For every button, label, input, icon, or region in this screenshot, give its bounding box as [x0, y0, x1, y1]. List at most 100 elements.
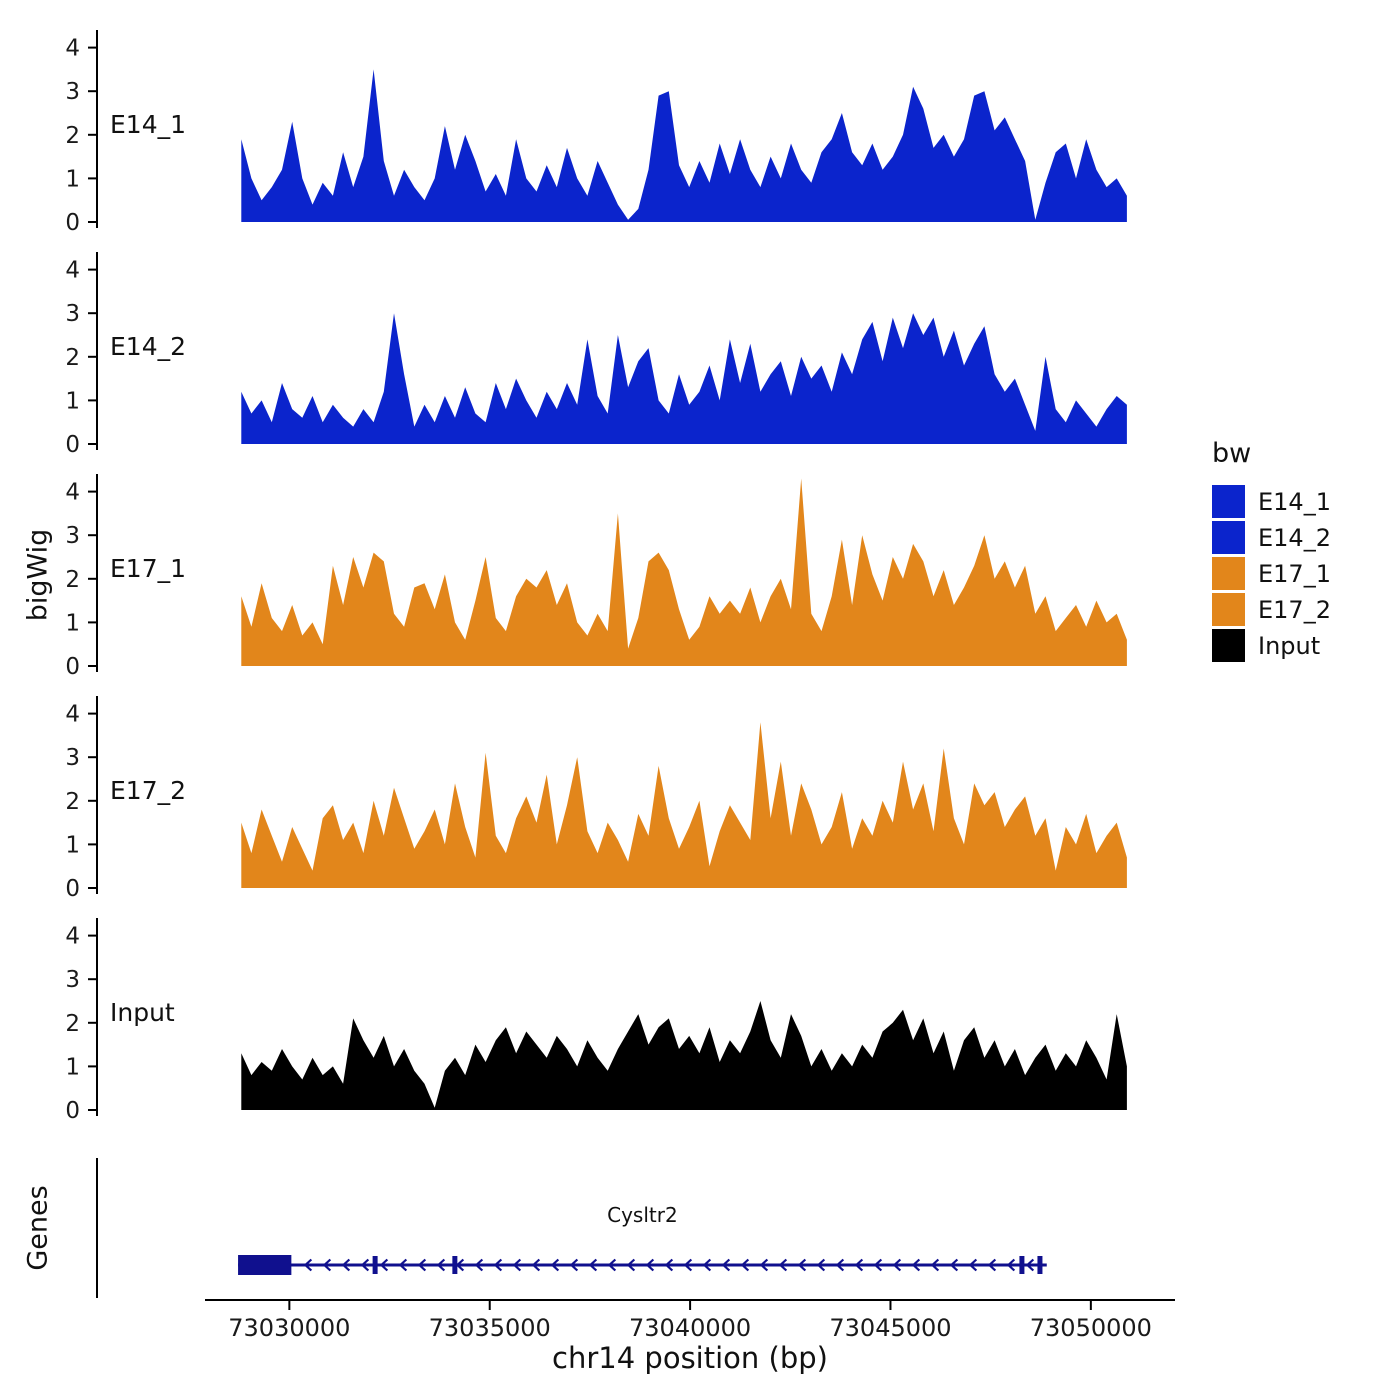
- strand-arrow-icon: [892, 1258, 902, 1272]
- y-tick-label: 1: [65, 166, 80, 192]
- track-area-E14_1: [241, 69, 1127, 223]
- x-tick-label: 73030000: [228, 1314, 350, 1342]
- gene-exon: [1019, 1256, 1025, 1274]
- strand-arrow-icon: [816, 1258, 826, 1272]
- y-tick-label: 1: [65, 1054, 80, 1080]
- strand-arrow-icon: [759, 1258, 769, 1272]
- strand-arrow-icon: [1006, 1258, 1016, 1272]
- track-area-E17_2: [241, 722, 1127, 888]
- y-tick-label: 4: [65, 480, 80, 506]
- y-tick-label: 0: [65, 1098, 80, 1124]
- legend-swatch-icon: [1212, 629, 1245, 662]
- legend-entry-label: Input: [1258, 631, 1321, 660]
- strand-arrow-icon: [854, 1258, 864, 1272]
- y-tick-label: 1: [65, 610, 80, 636]
- track-label-E14_2: E14_2: [110, 332, 186, 361]
- signal-track-E17_1: 0 1 2 3 4 E17_1: [65, 474, 1127, 680]
- signal-track-E17_2: 0 1 2 3 4 E17_2: [65, 696, 1127, 902]
- x-tick-label: 73040000: [629, 1314, 751, 1342]
- strand-arrow-icon: [721, 1258, 731, 1272]
- strand-arrow-icon: [398, 1258, 408, 1272]
- genes-panel-title: Genes: [22, 1185, 54, 1271]
- track-label-E17_2: E17_2: [110, 776, 186, 805]
- strand-arrow-icon: [702, 1258, 712, 1272]
- strand-arrow-icon: [740, 1258, 750, 1272]
- strand-arrow-icon: [474, 1258, 484, 1272]
- strand-arrow-icon: [493, 1258, 503, 1272]
- track-area-E17_1: [241, 478, 1127, 666]
- y-axis-title: bigWig: [22, 528, 54, 622]
- y-tick-label: 3: [65, 745, 80, 771]
- strand-arrow-icon: [455, 1258, 465, 1272]
- strand-arrow-icon: [341, 1258, 351, 1272]
- legend-entry-label: E14_2: [1258, 523, 1331, 552]
- strand-arrow-icon: [360, 1258, 370, 1272]
- strand-arrow-icon: [968, 1258, 978, 1272]
- strand-arrow-icon: [987, 1258, 997, 1272]
- y-tick-label: 4: [65, 702, 80, 728]
- strand-arrow-icon: [626, 1258, 636, 1272]
- legend-entry-E17_2: E17_2: [1212, 593, 1331, 626]
- strand-arrow-icon: [417, 1258, 427, 1272]
- y-tick-label: 0: [65, 432, 80, 458]
- legend-entry-Input: Input: [1212, 629, 1331, 662]
- track-label-E14_1: E14_1: [110, 110, 186, 139]
- legend-entry-label: E17_1: [1258, 559, 1331, 588]
- signal-track-E14_1: 0 1 2 3 4 E14_1: [65, 30, 1127, 236]
- strand-arrow-icon: [550, 1258, 560, 1272]
- y-tick-label: 3: [65, 967, 80, 993]
- legend-entry-E14_2: E14_2: [1212, 521, 1331, 554]
- strand-arrow-icon: [930, 1258, 940, 1272]
- legend-swatch-icon: [1212, 521, 1245, 554]
- legend-entries: E14_1 E14_2 E17_1 E17_2 Input: [1212, 485, 1331, 662]
- y-tick-label: 3: [65, 301, 80, 327]
- y-tick-label: 2: [65, 789, 80, 815]
- y-tick-label: 4: [65, 924, 80, 950]
- legend-title: bw: [1212, 438, 1252, 469]
- y-tick-label: 2: [65, 123, 80, 149]
- y-tick-label: 3: [65, 79, 80, 105]
- track-label-Input: Input: [110, 998, 175, 1027]
- strand-arrow-icon: [303, 1258, 313, 1272]
- legend-entry-label: E14_1: [1258, 487, 1331, 516]
- x-tick-label: 73050000: [1030, 1314, 1152, 1342]
- y-tick-label: 0: [65, 654, 80, 680]
- strand-arrow-icon: [873, 1258, 883, 1272]
- track-area-E14_2: [241, 313, 1127, 444]
- y-tick-label: 3: [65, 523, 80, 549]
- track-label-E17_1: E17_1: [110, 554, 186, 583]
- strand-arrow-icon: [683, 1258, 693, 1272]
- gene-exon: [1037, 1256, 1043, 1274]
- track-area-Input: [241, 1001, 1127, 1110]
- strand-arrow-icon: [778, 1258, 788, 1272]
- y-tick-label: 2: [65, 345, 80, 371]
- y-tick-label: 4: [65, 258, 80, 284]
- y-tick-label: 1: [65, 832, 80, 858]
- legend-swatch-icon: [1212, 485, 1245, 518]
- strand-arrow-icon: [1025, 1258, 1035, 1272]
- strand-arrow-icon: [645, 1258, 655, 1272]
- y-tick-label: 0: [65, 210, 80, 236]
- y-tick-label: 2: [65, 567, 80, 593]
- legend-swatch-icon: [1212, 593, 1245, 626]
- legend-entry-label: E17_2: [1258, 595, 1331, 624]
- strand-arrow-icon: [322, 1258, 332, 1272]
- strand-arrow-icon: [607, 1258, 617, 1272]
- legend-entry-E17_1: E17_1: [1212, 557, 1331, 590]
- x-tick-label: 73045000: [829, 1314, 951, 1342]
- strand-arrow-icon: [911, 1258, 921, 1272]
- gene-exon: [372, 1256, 378, 1274]
- strand-arrow-icon: [512, 1258, 522, 1272]
- x-tick-label: 73035000: [429, 1314, 551, 1342]
- strand-arrow-icon: [569, 1258, 579, 1272]
- gene-name-label: Cysltr2: [607, 1203, 678, 1227]
- y-tick-label: 1: [65, 388, 80, 414]
- legend-entry-E14_1: E14_1: [1212, 485, 1331, 518]
- legend-swatch-icon: [1212, 557, 1245, 590]
- x-axis: 73030000 73035000 73040000 73045000 73050000: [205, 1299, 1175, 1342]
- strand-arrow-icon: [949, 1258, 959, 1272]
- y-tick-label: 0: [65, 876, 80, 902]
- y-tick-label: 4: [65, 36, 80, 62]
- gene-thick-exon: [238, 1255, 292, 1275]
